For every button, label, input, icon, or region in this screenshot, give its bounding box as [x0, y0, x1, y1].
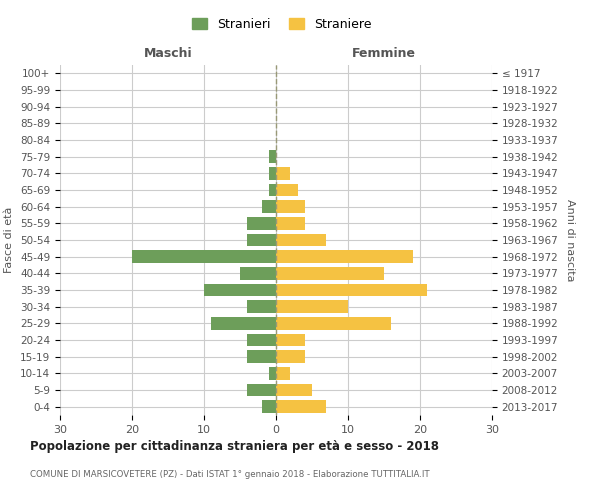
Bar [269, 167, 276, 179]
Bar [276, 167, 290, 179]
Text: Femmine: Femmine [352, 47, 416, 60]
Y-axis label: Fasce di età: Fasce di età [4, 207, 14, 273]
Bar [204, 284, 276, 296]
Bar [276, 200, 305, 213]
Bar [132, 250, 276, 263]
Bar [269, 150, 276, 163]
Y-axis label: Anni di nascita: Anni di nascita [565, 198, 575, 281]
Bar [276, 300, 348, 313]
Bar [269, 367, 276, 380]
Bar [247, 217, 276, 230]
Bar [276, 234, 326, 246]
Bar [262, 400, 276, 413]
Text: COMUNE DI MARSICOVETERE (PZ) - Dati ISTAT 1° gennaio 2018 - Elaborazione TUTTITA: COMUNE DI MARSICOVETERE (PZ) - Dati ISTA… [30, 470, 430, 479]
Bar [240, 267, 276, 280]
Bar [276, 384, 312, 396]
Text: Popolazione per cittadinanza straniera per età e sesso - 2018: Popolazione per cittadinanza straniera p… [30, 440, 439, 453]
Text: Maschi: Maschi [143, 47, 193, 60]
Bar [276, 184, 298, 196]
Bar [276, 250, 413, 263]
Bar [262, 200, 276, 213]
Bar [276, 400, 326, 413]
Legend: Stranieri, Straniere: Stranieri, Straniere [186, 11, 378, 37]
Bar [269, 184, 276, 196]
Bar [276, 284, 427, 296]
Bar [247, 350, 276, 363]
Bar [247, 384, 276, 396]
Bar [276, 367, 290, 380]
Bar [247, 300, 276, 313]
Bar [276, 334, 305, 346]
Bar [276, 350, 305, 363]
Bar [276, 317, 391, 330]
Bar [276, 267, 384, 280]
Bar [247, 334, 276, 346]
Bar [276, 217, 305, 230]
Bar [247, 234, 276, 246]
Bar [211, 317, 276, 330]
